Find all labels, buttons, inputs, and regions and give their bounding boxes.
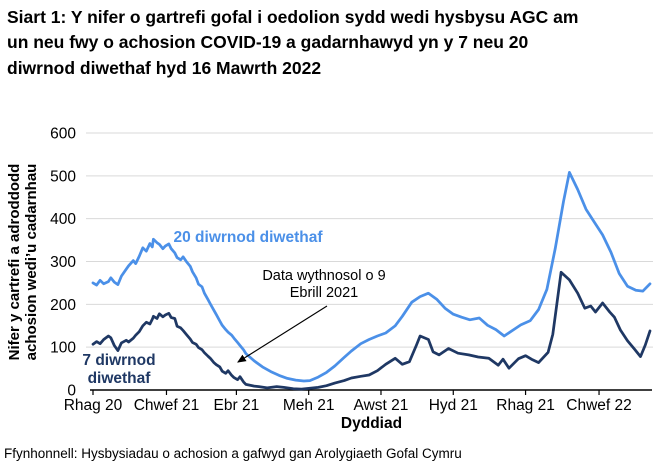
x-axis-title: Dyddiad (341, 415, 402, 432)
y-tick-label: 200 (50, 297, 76, 314)
series-label-20-day: 20 diwrnod diwethaf (174, 229, 324, 246)
series-label-7-day-line2: diwethaf (88, 370, 152, 387)
series-line-20-day (91, 171, 652, 383)
y-tick-label: 600 (50, 126, 76, 143)
y-tick-label: 400 (50, 211, 76, 228)
x-tick-label: Rhag 21 (496, 397, 555, 414)
x-tick-label: Rhag 20 (64, 397, 123, 414)
annotation-arrow (237, 305, 328, 363)
series-line-7-day (91, 270, 652, 391)
y-axis-title-line2: achosion wedi’u cadarnhau (23, 164, 40, 361)
source-note: Ffynhonnell: Hysbysiadau o achosion a ga… (4, 446, 462, 461)
y-tick-label: 500 (50, 168, 76, 185)
annotation-line2: Ebrill 2021 (290, 285, 359, 301)
series-label-7-day-line1: 7 diwrnod (82, 352, 155, 369)
y-tick-label: 300 (50, 254, 76, 271)
x-tick-label: Awst 21 (354, 397, 409, 414)
annotation-line1: Data wythnosol o 9 (262, 268, 385, 284)
y-tick-label: 100 (50, 340, 76, 357)
y-tick-label: 0 (67, 383, 76, 400)
x-tick-label: Chwef 21 (134, 397, 199, 414)
x-tick-label: Meh 21 (283, 397, 335, 414)
y-axis-title-line1: Nifer y cartrefi a adroddodd (6, 164, 23, 361)
chart-title: Siart 1: Y nifer o gartrefi gofal i oedo… (7, 7, 579, 78)
x-tick-label: Ebr 21 (214, 397, 260, 414)
x-tick-label: Hyd 21 (429, 397, 478, 414)
x-tick-label: Chwef 22 (566, 397, 631, 414)
